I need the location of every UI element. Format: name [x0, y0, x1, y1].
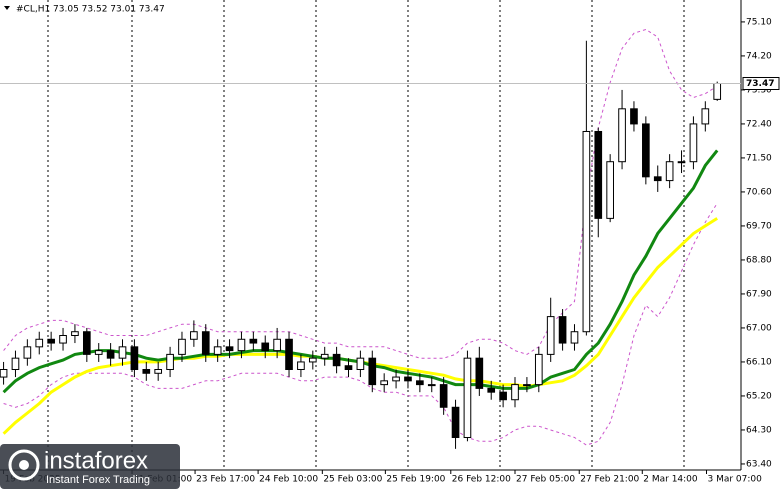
candle-body [178, 338, 186, 355]
x-tick-label: 27 Feb 05:00 [516, 475, 575, 485]
watermark-tagline: Instant Forex Trading [46, 474, 150, 486]
candle-body [630, 108, 638, 125]
watermark-bg [0, 444, 180, 489]
candle-body [558, 316, 567, 344]
candle-body [713, 82, 722, 100]
candle-body [606, 161, 614, 219]
candle-body [618, 108, 626, 163]
period-separators [47, 0, 685, 470]
candle-body [344, 365, 353, 371]
x-tick-label: 26 Feb 12:00 [452, 475, 511, 485]
candle-body [653, 176, 662, 182]
candle-body [392, 376, 400, 382]
candle-body [106, 350, 115, 359]
watermark: instaforex Instant Forex Trading [0, 444, 180, 489]
chart-header: #CL,H1 73.05 73.52 73.01 73.47 [16, 5, 165, 15]
candle-body [82, 331, 91, 355]
candle-body [59, 334, 67, 344]
candle-body [308, 357, 317, 363]
candle-body [213, 346, 222, 355]
envelope-line [3, 28, 718, 359]
y-tick-label: 66.10 [746, 357, 772, 367]
candle-body [665, 161, 674, 182]
candle-body [261, 342, 270, 352]
candle-body [511, 384, 519, 401]
y-tick-label: 73.30 [746, 85, 772, 95]
y-tick-label: 63.40 [746, 459, 772, 469]
y-tick-label: 64.30 [746, 425, 772, 435]
candle-body [356, 357, 365, 371]
candle-body [416, 380, 424, 386]
candle-body [237, 338, 246, 352]
watermark-logo [8, 449, 40, 481]
candle-body [404, 376, 412, 382]
candle-body [142, 369, 151, 374]
candle-body [475, 357, 484, 389]
y-tick-label: 67.90 [746, 289, 772, 299]
candle-body [368, 357, 377, 386]
candle-body [439, 384, 448, 408]
y-tick-label: 67.00 [746, 323, 772, 333]
candle-body [166, 353, 174, 371]
candle-body [499, 391, 507, 401]
candle-body [23, 346, 32, 359]
candle-body [285, 338, 293, 371]
candle-body [487, 387, 496, 393]
y-tick-label: 72.40 [746, 119, 772, 129]
y-tick-label: 75.10 [746, 17, 772, 27]
candle-body [320, 353, 329, 359]
x-tick-label: 27 Feb 21:00 [580, 475, 639, 485]
candle-body [249, 338, 258, 344]
x-tick-label: 24 Feb 10:00 [259, 475, 318, 485]
watermark-logo-core [19, 460, 29, 470]
candle-body [570, 331, 579, 344]
candle-body [701, 108, 710, 125]
y-tick-label: 65.20 [746, 391, 772, 401]
candle-body [546, 316, 555, 355]
candle-body [642, 123, 650, 178]
y-tick-label: 70.60 [746, 187, 772, 197]
candle-body [130, 346, 139, 371]
candle-body [380, 380, 389, 386]
candle-body [0, 369, 8, 378]
candle-body [273, 338, 281, 352]
y-tick-label: 74.20 [746, 51, 772, 61]
price-label-box [742, 76, 780, 90]
x-tick-label: 25 Feb 19:00 [386, 475, 445, 485]
candle-body [47, 338, 55, 344]
x-tick-label: 2 Mar 14:00 [643, 475, 698, 485]
candle-body [677, 161, 686, 164]
x-tick-label: 25 Feb 03:00 [323, 475, 382, 485]
candle-body [94, 350, 103, 355]
candle-body [332, 353, 341, 367]
candle-body [225, 346, 234, 352]
candle-body [154, 369, 163, 374]
y-tick-label: 69.70 [746, 221, 772, 231]
x-tick-label: 3 Mar 07:00 [708, 475, 763, 485]
candle-body [118, 346, 127, 359]
candle-body [297, 361, 305, 371]
candle-body [689, 123, 698, 163]
y-tick-label: 71.50 [746, 153, 772, 163]
candle-body [451, 406, 460, 439]
candle-body [11, 357, 20, 371]
plot-area [0, 28, 722, 449]
candle-body [201, 331, 210, 355]
candle-body [463, 357, 472, 439]
x-tick-label: 23 Feb 17:00 [196, 475, 255, 485]
y-tick-label: 68.80 [746, 255, 772, 265]
price-label: 73.47 [746, 79, 774, 89]
candle-body [427, 384, 436, 387]
candle-body [534, 353, 543, 386]
candle-body [582, 130, 591, 333]
candle-body [523, 384, 531, 387]
watermark-brand: instaforex [44, 447, 148, 474]
header-arrow [4, 6, 10, 10]
candle-body [190, 331, 198, 340]
candle-body [71, 331, 79, 336]
candle-body [594, 130, 603, 219]
candle-body [35, 338, 44, 348]
